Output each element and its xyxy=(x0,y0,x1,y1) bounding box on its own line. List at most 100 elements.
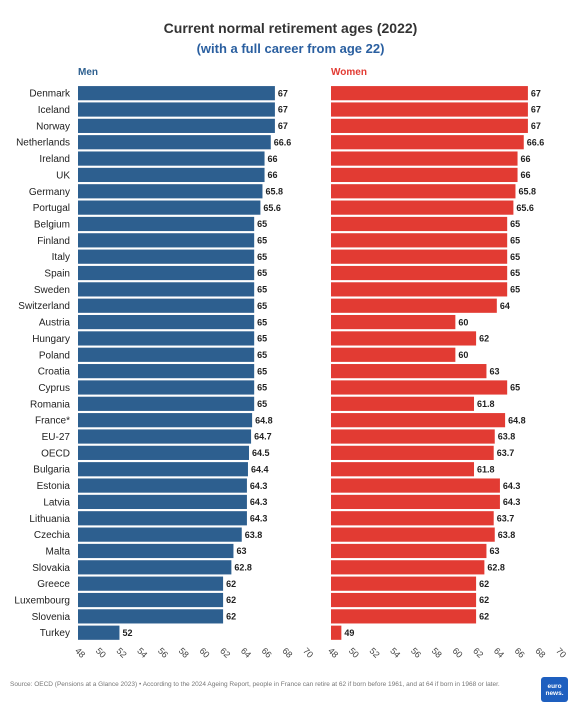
country-label: Latvia xyxy=(43,497,70,508)
value-label-women: 62 xyxy=(479,334,489,344)
bar-women xyxy=(331,494,500,510)
country-label: UK xyxy=(56,170,70,181)
source-footer: Source: OECD (Pensions at a Glance 2023)… xyxy=(10,681,500,688)
bar-men xyxy=(78,527,242,542)
bar-men xyxy=(78,380,255,395)
value-label-women: 63 xyxy=(489,366,499,376)
value-label-men: 64.3 xyxy=(250,481,268,491)
bar-men xyxy=(78,429,252,444)
value-label-men: 65.8 xyxy=(265,186,283,196)
x-tick-label-men: 60 xyxy=(197,646,211,660)
bar-men xyxy=(78,298,255,313)
value-label-men: 64.5 xyxy=(252,448,270,458)
value-label-men: 64.7 xyxy=(254,432,272,442)
value-label-women: 66 xyxy=(521,154,531,164)
value-label-men: 67 xyxy=(278,121,288,131)
bar-women xyxy=(331,184,516,199)
bar-men xyxy=(78,135,271,150)
x-tick-label-women: 70 xyxy=(554,646,568,660)
bar-men xyxy=(78,167,265,183)
value-label-men: 63 xyxy=(236,546,246,556)
country-label: Bulgaria xyxy=(33,465,70,476)
value-label-women: 67 xyxy=(531,121,541,131)
value-label-men: 65 xyxy=(257,334,267,344)
bar-women xyxy=(331,216,508,232)
value-label-women: 63.7 xyxy=(497,513,515,523)
bar-women xyxy=(331,151,518,166)
bar-women xyxy=(331,413,506,428)
bar-men xyxy=(78,265,255,281)
bar-men xyxy=(78,576,224,591)
bar-women xyxy=(331,380,508,395)
bar-women xyxy=(331,445,494,460)
value-label-men: 65 xyxy=(257,252,267,262)
bar-women xyxy=(331,364,487,379)
x-tick-label-men: 52 xyxy=(114,646,128,660)
x-tick-label-women: 58 xyxy=(430,646,444,660)
country-label: OECD xyxy=(41,448,70,459)
country-label: EU-27 xyxy=(42,432,71,443)
bar-men xyxy=(78,511,247,526)
bar-men xyxy=(78,184,263,199)
country-label: Belgium xyxy=(34,219,70,230)
value-label-men: 63.8 xyxy=(245,530,263,540)
country-label: Portugal xyxy=(33,203,70,214)
bar-women xyxy=(331,86,528,101)
value-label-women: 65 xyxy=(510,236,520,246)
x-tick-label-men: 58 xyxy=(177,646,191,660)
value-label-men: 62 xyxy=(226,579,236,589)
value-label-women: 64 xyxy=(500,301,510,311)
bar-men xyxy=(78,200,261,215)
value-label-men: 64.3 xyxy=(250,497,268,507)
x-tick-label-women: 54 xyxy=(388,646,402,660)
bar-men xyxy=(78,462,248,477)
bar-men xyxy=(78,396,255,411)
value-label-men: 65 xyxy=(257,399,267,409)
country-label: Romania xyxy=(30,399,70,410)
bar-men xyxy=(78,609,224,624)
bar-women xyxy=(331,135,524,150)
value-label-women: 63.8 xyxy=(498,432,516,442)
value-label-women: 65 xyxy=(510,252,520,262)
panel-label-women: Women xyxy=(331,67,367,78)
country-label: Poland xyxy=(39,350,70,361)
country-label: Sweden xyxy=(34,285,70,296)
bar-men xyxy=(78,86,275,101)
x-tick-label-women: 66 xyxy=(513,646,527,660)
value-label-men: 64.3 xyxy=(250,513,268,523)
value-label-women: 61.8 xyxy=(477,464,495,474)
chart-subtitle: (with a full career from age 22) xyxy=(196,41,385,56)
x-tick-label-women: 62 xyxy=(471,646,485,660)
bar-men xyxy=(78,118,275,133)
x-tick-label-men: 56 xyxy=(156,646,170,660)
bar-men xyxy=(78,331,255,346)
bar-women xyxy=(331,282,508,297)
country-label: Ireland xyxy=(39,154,70,165)
value-label-women: 65.8 xyxy=(518,186,536,196)
bar-women xyxy=(331,233,508,248)
bar-men xyxy=(78,625,120,640)
value-label-women: 63 xyxy=(489,546,499,556)
euronews-logo: euro news. xyxy=(541,677,568,702)
bar-women xyxy=(331,331,477,346)
value-label-men: 65 xyxy=(257,383,267,393)
value-label-men: 64.8 xyxy=(255,415,273,425)
country-label: Germany xyxy=(29,187,70,198)
country-label: Estonia xyxy=(37,481,71,492)
bar-women xyxy=(331,298,497,313)
value-label-women: 63.7 xyxy=(497,448,515,458)
value-label-women: 65 xyxy=(510,268,520,278)
bar-women xyxy=(331,609,477,624)
value-label-men: 65 xyxy=(257,285,267,295)
logo-line-2: news. xyxy=(545,689,564,697)
x-tick-label-men: 62 xyxy=(218,646,232,660)
x-tick-label-women: 56 xyxy=(409,646,423,660)
bar-women xyxy=(331,167,518,183)
country-label: Austria xyxy=(39,318,71,329)
value-label-women: 65 xyxy=(510,383,520,393)
bar-women xyxy=(331,592,477,608)
value-label-women: 66.6 xyxy=(527,137,545,147)
value-label-men: 62 xyxy=(226,612,236,622)
bar-women xyxy=(331,396,475,411)
value-label-men: 65 xyxy=(257,301,267,311)
